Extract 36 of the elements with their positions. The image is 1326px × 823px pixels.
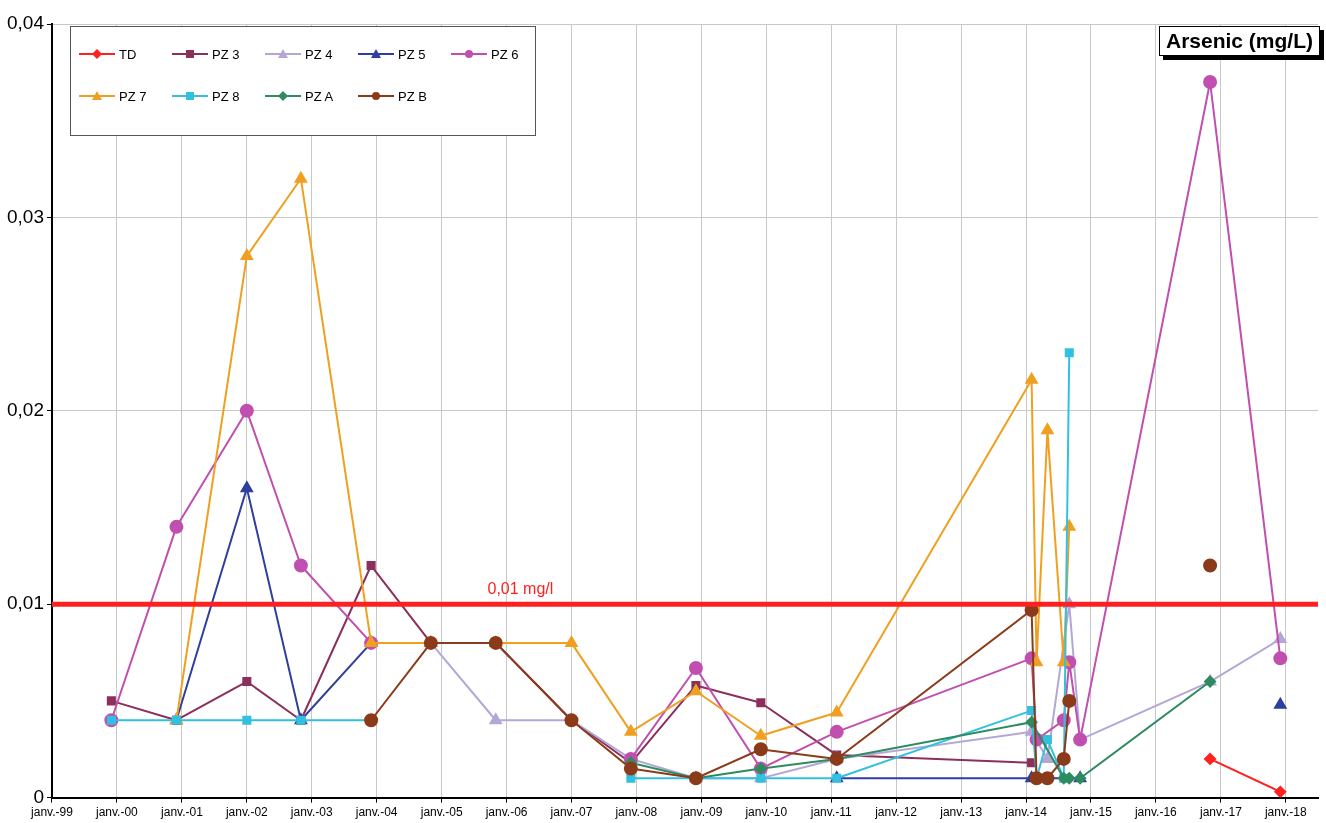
x-tick-label: janv.-17: [1199, 805, 1243, 820]
x-tick-label: janv.-04: [354, 805, 398, 820]
chart-title: Arsenic (mg/L): [1158, 26, 1320, 56]
legend-label: PZ 4: [305, 46, 333, 62]
legend-label: PZ 7: [119, 88, 147, 104]
x-tick-label: janv.-05: [419, 805, 463, 820]
y-tick-label: 0,01: [7, 592, 44, 614]
x-tick-label: janv.-00: [94, 805, 139, 820]
y-tick-label: 0,03: [7, 205, 44, 227]
x-tick-label: janv.-14: [1004, 805, 1048, 820]
ref-line-label: 0,01 mg/l: [487, 580, 554, 598]
x-tick-label: janv.-12: [874, 805, 918, 820]
x-tick-label: janv.-06: [484, 805, 528, 820]
x-tick-label: janv.-08: [614, 805, 658, 820]
x-tick-label: janv.-11: [809, 805, 852, 820]
x-tick-label: janv.-99: [30, 805, 74, 820]
legend-label: PZ 8: [212, 88, 240, 104]
legend-label: PZ A: [305, 88, 334, 104]
legend-label: PZ 5: [398, 46, 426, 62]
legend-label: TD: [119, 46, 137, 62]
x-tick-label: janv.-03: [289, 805, 333, 820]
x-tick-label: janv.-10: [744, 805, 788, 820]
legend-label: PZ 3: [212, 46, 240, 62]
y-tick-label: 0: [33, 785, 44, 807]
x-tick-label: janv.-09: [679, 805, 723, 820]
legend-label: PZ B: [398, 88, 427, 104]
x-tick-label: janv.-13: [939, 805, 983, 820]
x-tick-label: janv.-02: [224, 805, 269, 820]
x-tick-label: janv.-07: [549, 805, 593, 820]
legend-label: PZ 6: [491, 46, 519, 62]
x-tick-label: janv.-16: [1133, 805, 1178, 820]
y-tick-label: 0,02: [7, 399, 44, 421]
y-tick-label: 0,04: [7, 12, 45, 34]
x-tick-label: janv.-01: [160, 805, 204, 820]
x-tick-label: janv.-18: [1263, 805, 1308, 820]
x-tick-label: janv.-15: [1069, 805, 1113, 820]
